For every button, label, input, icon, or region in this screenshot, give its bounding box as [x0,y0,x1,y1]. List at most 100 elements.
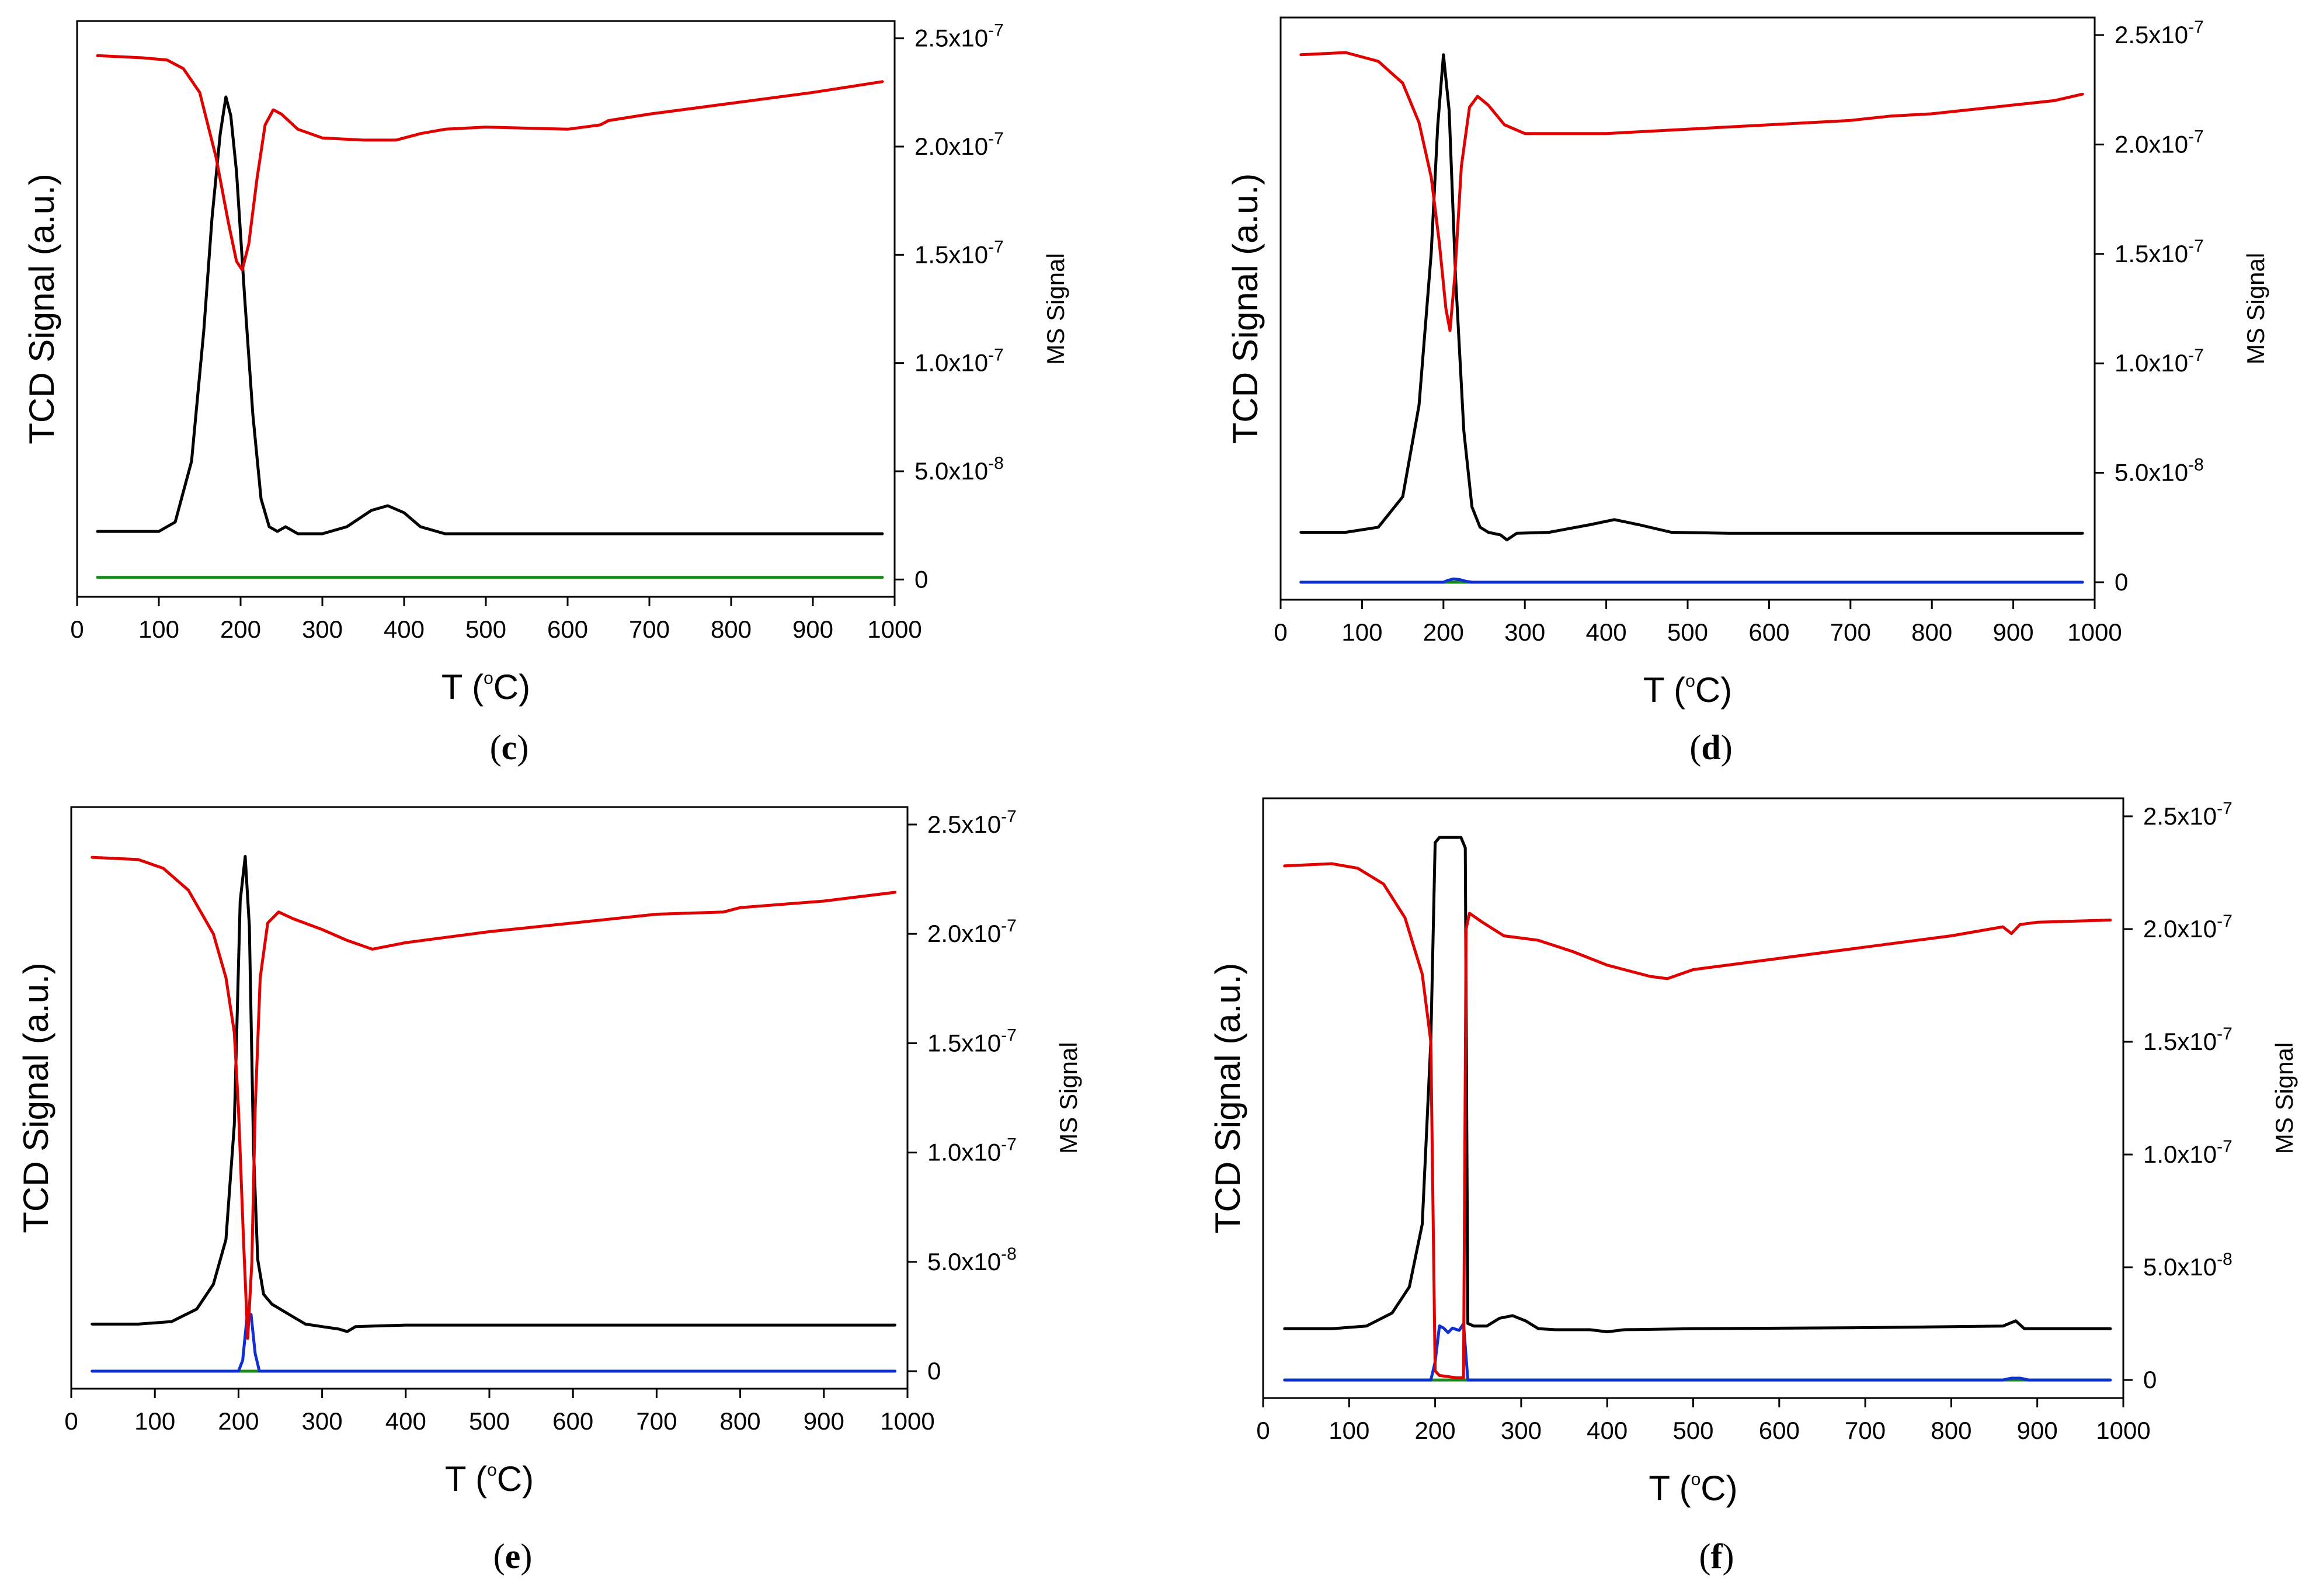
series-line-ms-red [91,856,896,1340]
panel-e: 0 100 200 300 400 500 600 700 800 900 100005.0x10-… [16,806,1082,1576]
x-axis-title-degree: o [487,1461,497,1480]
x-tick-label: 1000 [867,616,921,643]
x-tick-label: 800 [1931,1417,1971,1444]
panel-caption: (c) [490,728,529,767]
x-tick-label: 600 [1748,618,1789,646]
y-left-axis-title: TCD Signal (a.u.) [1208,963,1247,1233]
x-tick-label: 500 [1672,1417,1713,1444]
x-tick-label: 400 [1587,1417,1628,1444]
x-tick-label: 0 [1256,1417,1270,1444]
tick-mantissa: 2.5x10 [914,25,988,52]
x-axis-title: T (oC) [445,1459,534,1498]
y-right-tick-label: 2.5x10-7 [914,21,1004,52]
x-tick-label: 0 [70,616,84,643]
x-tick-label: 600 [1759,1417,1800,1444]
tick-exponent: -7 [1001,807,1017,826]
caption-close: ) [1722,1537,1734,1576]
x-tick-label: 100 [1329,1417,1369,1444]
series-line-tcd [1299,53,2084,541]
y-right-axis-title: MS Signal [2270,1042,2298,1154]
tick-mantissa: 1.5x10 [914,241,988,268]
x-tick-label: 900 [1993,618,2034,646]
tick-mantissa: 0 [2143,1366,2157,1393]
x-axis-title-main: T ( [441,667,484,707]
caption-letter: f [1711,1537,1723,1576]
y-right-tick-label: 0 [927,1357,941,1385]
y-right-tick-label: 2.0x10-7 [914,129,1004,160]
caption-open: ( [1699,1537,1711,1576]
tick-exponent: -7 [2217,799,2232,818]
y-right-tick-label: 1.0x10-7 [927,1135,1017,1166]
x-tick-label: 100 [138,616,179,643]
y-right-tick-label: 2.5x10-7 [2143,799,2232,830]
y-right-tick-label: 1.0x10-7 [914,346,1004,377]
tick-mantissa: 0 [2115,568,2128,596]
tick-mantissa: 1.0x10 [2143,1141,2217,1168]
x-tick-label: 300 [1501,1417,1542,1444]
x-tick-label: 900 [2017,1417,2058,1444]
x-tick-label: 500 [1667,618,1708,646]
x-tick-label: 400 [385,1407,426,1435]
x-axis-title: T (oC) [1649,1469,1737,1508]
x-tick-label: 200 [1415,1417,1456,1444]
x-tick-label: 500 [465,616,506,643]
panel-caption: (e) [493,1537,533,1576]
tick-exponent: -7 [2188,127,2204,146]
y-left-axis-title: TCD Signal (a.u.) [22,173,61,444]
y-right-tick-label: 2.0x10-7 [927,916,1017,947]
tick-mantissa: 0 [927,1357,941,1385]
x-axis-title: T (oC) [441,667,530,707]
x-tick-label: 500 [469,1407,510,1435]
tick-exponent: -7 [1001,916,1017,936]
y-right-tick-label: 5.0x10-8 [927,1244,1017,1275]
tick-mantissa: 5.0x10 [2143,1253,2217,1281]
y-right-tick-label: 2.5x10-7 [927,807,1017,838]
y-left-axis-title: TCD Signal (a.u.) [16,962,55,1233]
x-tick-label: 300 [302,616,343,643]
y-right-tick-label: 1.0x10-7 [2115,346,2204,377]
x-axis-title-main: T ( [445,1459,487,1498]
series-line-tcd [1283,836,2112,1334]
x-tick-label: 800 [1911,618,1952,646]
x-tick-label: 200 [218,1407,259,1435]
x-tick-label: 1000 [2067,618,2122,646]
caption-letter: d [1701,728,1720,767]
y-right-tick-label: 5.0x10-8 [914,454,1004,485]
tick-exponent: -7 [2217,1024,2232,1044]
caption-close: ) [520,1537,532,1576]
tick-exponent: -7 [2217,1137,2232,1156]
series-line-ms-red [1299,51,2084,332]
y-right-tick-label: 1.5x10-7 [2143,1024,2232,1055]
y-right-tick-label: 1.5x10-7 [2115,237,2204,267]
x-tick-label: 400 [1586,618,1627,646]
tick-exponent: -7 [988,237,1004,256]
x-tick-label: 1000 [880,1407,934,1435]
tick-mantissa: 2.0x10 [914,133,988,160]
y-right-tick-label: 1.5x10-7 [914,237,1004,268]
tick-mantissa: 2.0x10 [927,920,1001,947]
caption-open: ( [490,728,502,767]
x-tick-label: 800 [711,616,752,643]
tick-mantissa: 2.5x10 [2115,21,2188,48]
y-right-tick-label: 2.0x10-7 [2143,912,2232,943]
tick-exponent: -7 [2217,912,2232,931]
y-left-axis-title: TCD Signal (a.u.) [1226,173,1265,444]
x-tick-label: 800 [720,1407,761,1435]
y-right-tick-label: 5.0x10-8 [2143,1250,2232,1281]
x-tick-label: 600 [547,616,588,643]
panel-f: 0 100 200 300 400 500 600 700 800 900 100005.0x10-… [1208,797,2298,1576]
x-tick-label: 600 [552,1407,593,1435]
panel-caption: (d) [1689,728,1732,767]
panel-caption: (f) [1699,1537,1734,1576]
tick-exponent: -7 [1001,1135,1017,1155]
tick-mantissa: 1.5x10 [2115,240,2188,267]
x-tick-label: 200 [1423,618,1464,646]
tick-exponent: -8 [2217,1250,2232,1269]
tick-mantissa: 1.0x10 [927,1139,1001,1166]
x-axis-title-unit: C) [497,1459,534,1498]
x-tick-label: 0 [1274,618,1287,646]
y-right-tick-label: 5.0x10-8 [2115,455,2204,486]
tick-exponent: -8 [2188,455,2204,475]
x-axis-title-main: T ( [1649,1469,1691,1508]
